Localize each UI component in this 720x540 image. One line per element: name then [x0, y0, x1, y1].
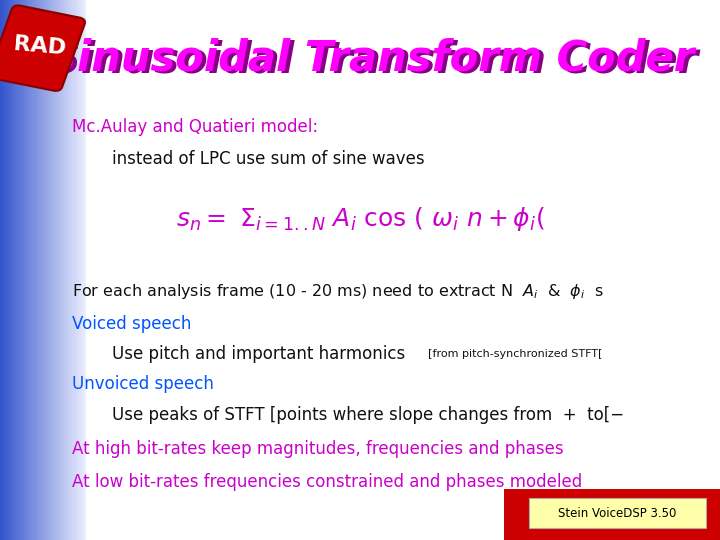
Bar: [62, 0, 63, 540]
Bar: [529, 498, 706, 528]
Bar: [4, 0, 6, 540]
Bar: [76, 0, 78, 540]
Bar: [22, 0, 23, 540]
Bar: [15, 0, 17, 540]
Bar: [30, 0, 32, 540]
Bar: [45, 0, 46, 540]
Bar: [20, 0, 22, 540]
Bar: [71, 0, 72, 540]
Bar: [28, 0, 29, 540]
Bar: [7, 0, 9, 540]
Text: [from pitch-synchronized STFT[: [from pitch-synchronized STFT[: [428, 349, 603, 359]
Text: For each analysis frame (10 - 20 ms) need to extract N  $A_i$  &  $\phi_i$  s: For each analysis frame (10 - 20 ms) nee…: [72, 282, 603, 301]
Bar: [69, 0, 71, 540]
Text: instead of LPC use sum of sine waves: instead of LPC use sum of sine waves: [112, 150, 424, 168]
Bar: [6, 0, 7, 540]
Text: Unvoiced speech: Unvoiced speech: [72, 375, 214, 394]
Bar: [63, 0, 65, 540]
Text: Stein VoiceDSP 3.50: Stein VoiceDSP 3.50: [558, 507, 677, 520]
Bar: [27, 0, 28, 540]
Bar: [23, 0, 24, 540]
Bar: [58, 0, 59, 540]
Bar: [29, 0, 30, 540]
Bar: [52, 0, 53, 540]
Bar: [81, 0, 82, 540]
Bar: [16, 0, 17, 540]
Bar: [37, 0, 39, 540]
Bar: [9, 0, 10, 540]
Text: $s_n = \ \Sigma_{i=1..N} \ A_i \ \mathrm{cos} \ ( \ \omega_i \ n + \phi_i($: $s_n = \ \Sigma_{i=1..N} \ A_i \ \mathrm…: [176, 205, 544, 233]
Bar: [80, 0, 81, 540]
Bar: [53, 0, 54, 540]
Text: Use pitch and important harmonics: Use pitch and important harmonics: [112, 345, 405, 363]
Bar: [504, 489, 720, 540]
Bar: [11, 0, 12, 540]
Bar: [41, 0, 42, 540]
Bar: [2, 0, 4, 540]
Bar: [65, 0, 66, 540]
Text: Mc.Aulay and Quatieri model:: Mc.Aulay and Quatieri model:: [72, 118, 318, 136]
Bar: [78, 0, 79, 540]
Bar: [50, 0, 52, 540]
Bar: [35, 0, 36, 540]
Bar: [55, 0, 56, 540]
Text: Use peaks of STFT [points where slope changes from  +  to[−: Use peaks of STFT [points where slope ch…: [112, 406, 624, 424]
Text: At high bit-rates keep magnitudes, frequencies and phases: At high bit-rates keep magnitudes, frequ…: [72, 440, 564, 458]
Bar: [68, 0, 69, 540]
Bar: [86, 0, 720, 540]
Bar: [17, 0, 19, 540]
Bar: [24, 0, 26, 540]
Bar: [13, 0, 14, 540]
Bar: [56, 0, 58, 540]
Text: Voiced speech: Voiced speech: [72, 315, 192, 333]
Bar: [1, 0, 2, 540]
Bar: [60, 0, 62, 540]
Bar: [73, 0, 75, 540]
Bar: [54, 0, 55, 540]
Bar: [43, 0, 44, 540]
Bar: [0, 0, 1, 540]
Bar: [39, 0, 40, 540]
Bar: [26, 0, 27, 540]
FancyBboxPatch shape: [0, 5, 85, 91]
Bar: [72, 0, 73, 540]
Bar: [36, 0, 37, 540]
Bar: [32, 0, 33, 540]
Bar: [12, 0, 13, 540]
Bar: [10, 0, 11, 540]
Bar: [37, 0, 38, 540]
Bar: [46, 0, 48, 540]
Bar: [49, 0, 50, 540]
Bar: [63, 0, 64, 540]
Bar: [79, 0, 80, 540]
Text: Sinusoidal Transform Coder: Sinusoidal Transform Coder: [48, 37, 694, 79]
Bar: [84, 0, 86, 540]
Bar: [40, 0, 41, 540]
Bar: [66, 0, 67, 540]
Bar: [82, 0, 84, 540]
Text: Sinusoidal Transform Coder: Sinusoidal Transform Coder: [51, 39, 698, 82]
Bar: [67, 0, 68, 540]
Bar: [48, 0, 49, 540]
Bar: [42, 0, 43, 540]
Text: At low bit-rates frequencies constrained and phases modeled: At low bit-rates frequencies constrained…: [72, 472, 582, 491]
Text: RAD: RAD: [12, 33, 67, 58]
Bar: [75, 0, 76, 540]
Bar: [19, 0, 21, 540]
Bar: [14, 0, 15, 540]
Bar: [33, 0, 35, 540]
